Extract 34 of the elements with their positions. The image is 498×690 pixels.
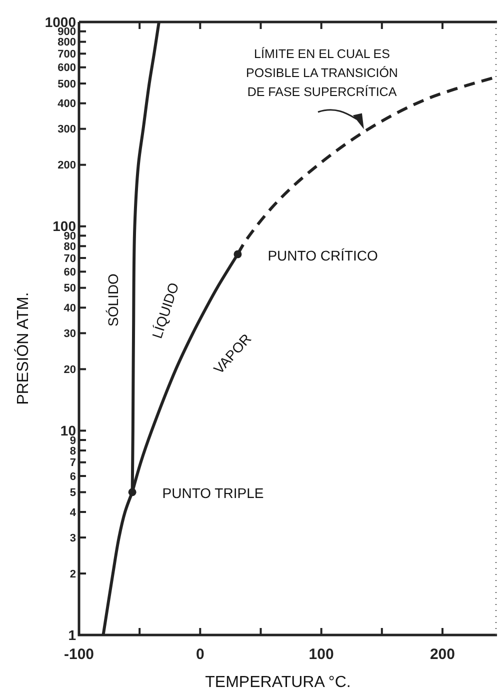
y-tick-label: 3 bbox=[70, 532, 76, 544]
y-tick-label: 8 bbox=[70, 445, 76, 458]
y-tick-label: 70 bbox=[64, 252, 76, 265]
y-tick-label: 20 bbox=[64, 364, 76, 376]
y-tick-label: 9 bbox=[70, 434, 76, 447]
y-tick-label: 300 bbox=[58, 124, 76, 136]
y-tick-label: 600 bbox=[58, 62, 76, 74]
y-tick-label: 800 bbox=[58, 36, 76, 49]
x-tick-label: 0 bbox=[196, 646, 204, 663]
y-tick-label: 2 bbox=[70, 568, 76, 580]
y-tick-label: 6 bbox=[70, 470, 76, 483]
y-tick-label: 7 bbox=[70, 457, 76, 470]
y-tick-label: 700 bbox=[58, 48, 76, 60]
y-tick-label: 50 bbox=[64, 282, 76, 295]
y-tick-label: 30 bbox=[64, 328, 76, 340]
y-axis-title: PRESIÓN ATM. bbox=[14, 292, 32, 405]
y-tick-label: 400 bbox=[58, 98, 76, 110]
x-tick-label: -100 bbox=[64, 646, 94, 663]
y-tick-label: 40 bbox=[64, 302, 76, 314]
y-tick-label: 5 bbox=[70, 487, 76, 500]
x-tick-label: 200 bbox=[430, 646, 455, 663]
y-tick-label: 60 bbox=[64, 266, 76, 279]
y-tick-label: 500 bbox=[58, 78, 76, 90]
y-tick-label: 200 bbox=[58, 160, 76, 172]
y-tick-label: 1 bbox=[68, 626, 76, 643]
annotation: PUNTO CRÍTICO bbox=[268, 247, 378, 264]
annotation: PUNTO TRIPLE bbox=[162, 485, 264, 502]
annotation: SÓLIDO bbox=[105, 273, 121, 326]
y-tick-label: 4 bbox=[70, 506, 77, 519]
x-tick-label: 100 bbox=[308, 646, 334, 663]
annotation: LÍMITE EN EL CUAL ES POSIBLE LA TRANSICIÓN DE FASE SUPERCRÍTICA bbox=[246, 47, 398, 99]
x-axis-title: TEMPERATURA °C. bbox=[205, 674, 351, 690]
y-tick-label: 900 bbox=[58, 26, 76, 38]
y-tick-label: 80 bbox=[64, 240, 76, 253]
